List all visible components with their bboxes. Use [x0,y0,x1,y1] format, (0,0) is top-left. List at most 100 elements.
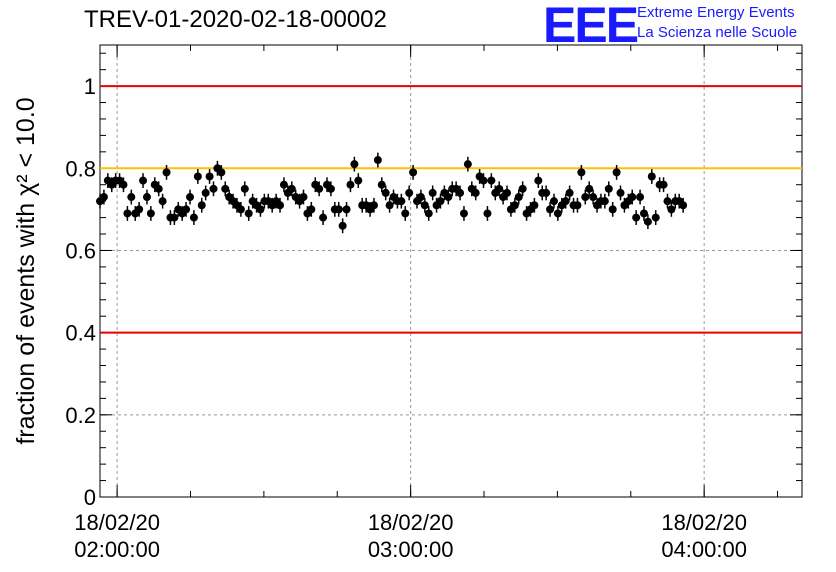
data-point [319,213,328,222]
data-point [217,168,226,177]
data-point [299,193,308,202]
data-point [647,172,656,181]
data-point [135,205,144,214]
data-point [616,188,625,197]
x-tick-label-date: 18/02/20 [368,510,454,535]
eee-logo-caption: Extreme Energy Events La Scienza nelle S… [637,3,797,43]
data-point [632,213,641,222]
data-point [236,205,245,214]
data-point [483,209,492,218]
data-point [471,188,480,197]
y-tick-label: 0 [84,485,96,510]
data-point [589,193,598,202]
data-point [338,221,347,230]
data-point [197,201,206,210]
data-point [350,160,359,169]
data-point [600,197,609,206]
data-point [307,205,316,214]
y-tick-label: 1 [84,74,96,99]
data-point [287,184,296,193]
data-point [373,156,382,165]
data-point [546,205,555,214]
data-point [577,168,586,177]
data-point [127,193,136,202]
data-point [424,209,433,218]
data-point [651,213,660,222]
data-point [193,172,202,181]
data-point [608,205,617,214]
data-point [510,201,519,210]
data-point [604,184,613,193]
data-point [581,193,590,202]
data-point [170,213,179,222]
data-point [240,184,249,193]
data-point [401,209,410,218]
data-point [209,184,218,193]
data-point [456,188,465,197]
data-point [514,193,523,202]
data-point [643,217,652,226]
data-point [628,193,637,202]
data-point [201,188,210,197]
data-point [463,160,472,169]
data-point [326,184,335,193]
data-point [221,184,230,193]
data-point [342,205,351,214]
data-point [354,176,363,185]
data-point [205,172,214,181]
data-point [530,201,539,210]
data-point [186,193,195,202]
data-point [573,201,582,210]
data-point [561,197,570,206]
plot-frame [99,44,803,498]
data-point [565,188,574,197]
data-point [162,168,171,177]
y-tick-label: 0.8 [65,156,96,181]
eee-logo: EEE [543,0,639,53]
data-point [553,209,562,218]
logo-line-1: Extreme Energy Events [637,4,795,21]
data-point [334,205,343,214]
data-point [444,193,453,202]
data-point [279,180,288,189]
data-point [385,201,394,210]
data-point [612,168,621,177]
data-point [377,180,386,189]
data-point [409,168,418,177]
data-point [585,184,594,193]
data-point [518,184,527,193]
data-point [428,188,437,197]
data-point [667,205,676,214]
data-point [154,184,163,193]
data-point [189,213,198,222]
data-point [636,193,645,202]
data-point [542,188,551,197]
chart-title: TREV-01-2020-02-18-00002 [84,6,387,33]
data-point [495,184,504,193]
data-point [487,176,496,185]
data-point [639,209,648,218]
data-point [123,209,132,218]
data-point [416,193,425,202]
data-point [659,180,668,189]
data-point [182,205,191,214]
data-point [663,197,672,206]
y-tick-label: 0.4 [65,321,96,346]
data-point [146,209,155,218]
y-tick-label: 0.2 [65,403,96,428]
data-point [276,201,285,210]
data-point [381,188,390,197]
x-tick-label-date: 18/02/20 [74,510,160,535]
data-point [459,209,468,218]
data-point [119,180,128,189]
data-point [158,197,167,206]
x-tick-label-time: 04:00:00 [661,537,747,562]
x-tick-label-date: 18/02/20 [661,510,747,535]
x-tick-label-time: 02:00:00 [74,537,160,562]
y-axis-label: fraction of events with χ² < 10.0 [12,97,40,444]
data-point [244,209,253,218]
data-point [369,201,378,210]
data-point [397,197,406,206]
data-point [436,197,445,206]
